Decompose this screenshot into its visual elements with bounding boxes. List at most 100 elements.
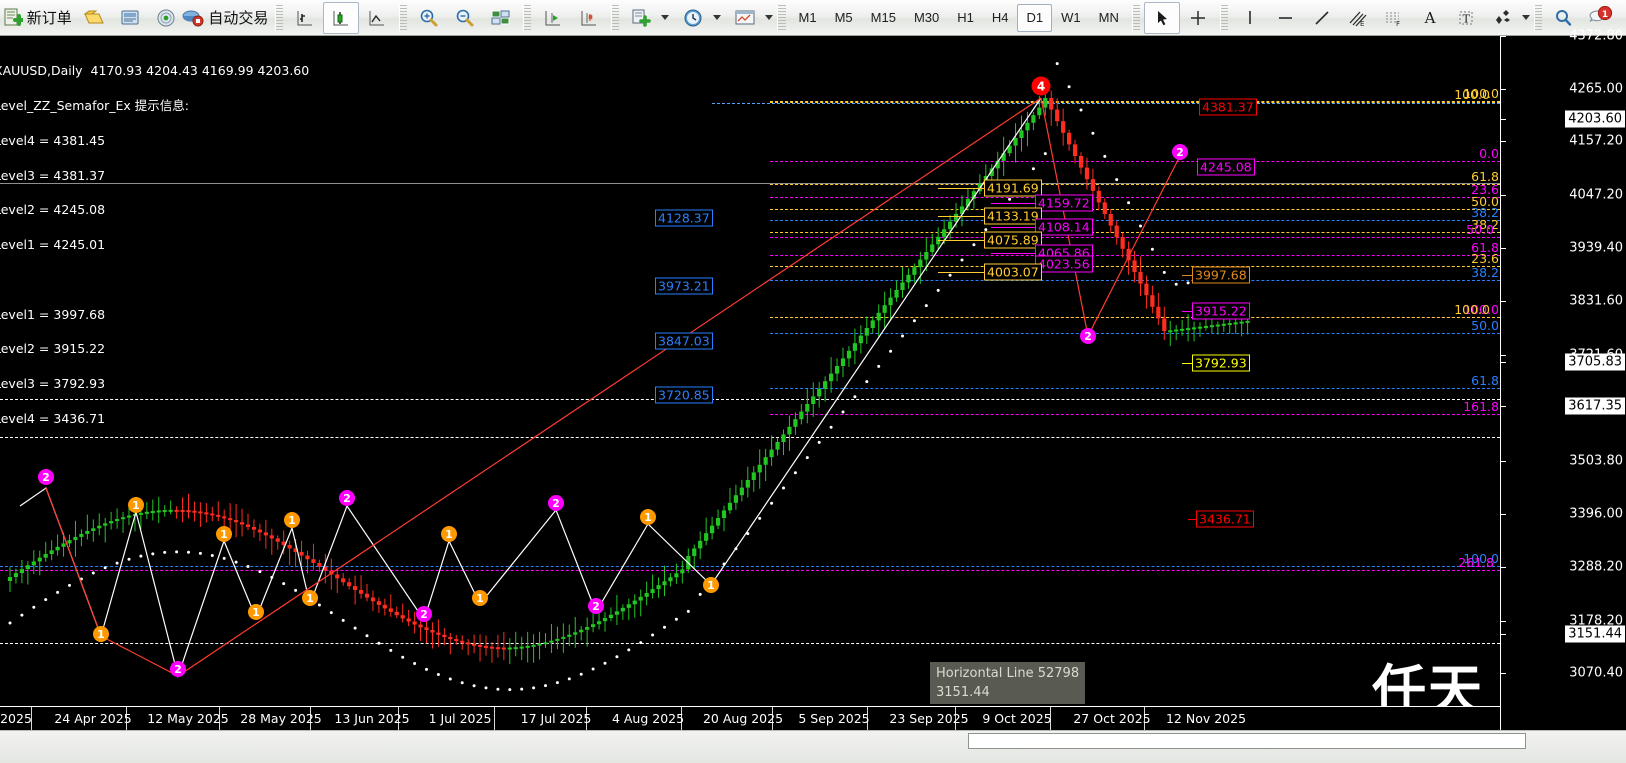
semafor-marker-level-1[interactable]: 1: [128, 497, 144, 513]
arrows-tool-button[interactable]: [1484, 2, 1520, 34]
fibonacci-level-line[interactable]: [770, 317, 1500, 318]
fibonacci-level-line[interactable]: [0, 566, 1500, 567]
vertical-line-tool-button[interactable]: [1232, 2, 1268, 34]
fibonacci-level-line[interactable]: [770, 197, 1500, 198]
timeframe-h1[interactable]: H1: [957, 10, 974, 25]
search-button[interactable]: [1546, 2, 1582, 34]
price-label[interactable]: 4003.07: [984, 263, 1042, 281]
timeframe-w1[interactable]: W1: [1061, 10, 1081, 25]
timeframe-m1[interactable]: M1: [798, 10, 817, 25]
semafor-marker-level-2[interactable]: 2: [38, 469, 54, 485]
price-label[interactable]: 4075.89: [984, 231, 1042, 249]
semafor-marker-level-2[interactable]: 2: [548, 495, 564, 511]
semafor-marker-level-1[interactable]: 1: [640, 509, 656, 525]
fibonacci-level-line[interactable]: [770, 209, 1500, 210]
semafor-marker-level-2[interactable]: 2: [170, 661, 186, 677]
fibonacci-level-line[interactable]: [770, 101, 1500, 102]
timeframe-m30[interactable]: M30: [913, 10, 940, 25]
arrows-dropdown-caret[interactable]: [1521, 15, 1530, 20]
crosshair-tool-button[interactable]: [1180, 2, 1216, 34]
price-label[interactable]: 3847.03: [655, 332, 713, 350]
semafor-marker-level-4[interactable]: 4: [1031, 76, 1051, 96]
price-label[interactable]: 3792.93: [1192, 354, 1250, 372]
timeframe-mn[interactable]: MN: [1098, 10, 1119, 25]
label-tool-button[interactable]: T: [1448, 2, 1484, 34]
fib-line-top[interactable]: [712, 103, 1500, 104]
navigator-button[interactable]: [148, 2, 184, 34]
candlestick-chart-button[interactable]: [323, 1, 360, 34]
templates-dropdown-caret[interactable]: [765, 15, 774, 20]
price-label[interactable]: 3973.21: [655, 277, 713, 295]
cursor-tool-button[interactable]: [1143, 1, 1180, 34]
semafor-marker-level-2[interactable]: 2: [416, 606, 432, 622]
semafor-marker-level-1[interactable]: 1: [93, 626, 109, 642]
price-label[interactable]: 4108.14: [1035, 218, 1093, 236]
expert-advisors-button[interactable]: [76, 2, 112, 34]
auto-scroll-button[interactable]: [571, 2, 607, 34]
semafor-marker-level-2[interactable]: 2: [588, 598, 604, 614]
price-label[interactable]: 4128.37: [655, 209, 713, 227]
semafor-marker-level-1[interactable]: 1: [284, 512, 300, 528]
fibonacci-level-line[interactable]: [770, 220, 1500, 221]
fibonacci-level-line[interactable]: [770, 102, 1500, 103]
templates-button[interactable]: [727, 2, 763, 34]
trendline-tool-button[interactable]: [1304, 2, 1340, 34]
horizontal-line-3617[interactable]: [0, 437, 1500, 438]
price-label[interactable]: 3915.22: [1192, 302, 1250, 320]
timeframe-m15[interactable]: M15: [870, 10, 896, 25]
alerts-button[interactable]: 1: [1582, 2, 1618, 34]
fibonacci-level-line[interactable]: [770, 232, 1500, 233]
fibonacci-level-line[interactable]: [770, 161, 1500, 162]
horizontal-line-tool-button[interactable]: [1268, 2, 1304, 34]
fibonacci-level-line[interactable]: [770, 333, 1500, 334]
horizontal-line-3705[interactable]: [0, 399, 1500, 400]
price-label[interactable]: 4245.08: [1197, 158, 1255, 176]
timeframe-d1[interactable]: D1: [1017, 3, 1053, 32]
price-tick: [1501, 195, 1506, 197]
equidistant-channel-tool-button[interactable]: E: [1340, 2, 1376, 34]
fibonacci-level-line[interactable]: [770, 414, 1500, 415]
semafor-marker-level-1[interactable]: 1: [703, 577, 719, 593]
time-axis[interactable]: 2025 24 Apr 2025 12 May 2025 28 May 2025 13 …: [0, 706, 1500, 731]
horizontal-line-3151[interactable]: [0, 643, 1500, 644]
chart-shift-button[interactable]: [535, 2, 571, 34]
semafor-marker-level-2[interactable]: 2: [1080, 328, 1096, 344]
semafor-marker-level-2[interactable]: 2: [1172, 144, 1188, 160]
semafor-marker-level-2[interactable]: 2: [339, 490, 355, 506]
price-label[interactable]: 3997.68: [1192, 266, 1250, 284]
zoom-in-button[interactable]: [411, 2, 447, 34]
price-label[interactable]: 4159.72: [1035, 194, 1093, 212]
period-dropdown-caret[interactable]: [713, 15, 722, 20]
add-indicator-button[interactable]: [623, 2, 659, 34]
new-order-button[interactable]: 新订单: [0, 2, 76, 34]
fibonacci-level-line[interactable]: [0, 570, 1500, 571]
autotrading-button[interactable]: 自动交易: [182, 2, 272, 34]
fibonacci-level-line[interactable]: [770, 237, 1500, 238]
price-chart[interactable]: XAUUSD,Daily 4170.93 4204.43 4169.99 420…: [0, 36, 1500, 726]
price-label[interactable]: 3720.85: [655, 386, 713, 404]
semafor-marker-level-1[interactable]: 1: [441, 526, 457, 542]
add-indicator-dropdown-caret[interactable]: [661, 15, 670, 20]
bar-chart-button[interactable]: [287, 2, 323, 34]
semafor-marker-level-1[interactable]: 1: [472, 590, 488, 606]
price-label[interactable]: 4191.69: [984, 179, 1042, 197]
timeframe-m5[interactable]: M5: [834, 10, 853, 25]
text-tool-button[interactable]: A: [1412, 2, 1448, 34]
semafor-marker-level-1[interactable]: 1: [248, 604, 264, 620]
price-label[interactable]: 3436.71: [1196, 510, 1254, 528]
line-chart-button[interactable]: [359, 2, 395, 34]
fibonacci-level-line[interactable]: [770, 388, 1500, 389]
timeframe-h4[interactable]: H4: [991, 10, 1009, 25]
price-label[interactable]: 4023.56: [1035, 255, 1093, 273]
fibonacci-level-line[interactable]: [770, 184, 1500, 185]
market-watch-button[interactable]: [112, 2, 148, 34]
price-axis[interactable]: 4372.80 4265.00 4203.60 4157.20 4047.20 3939.…: [1500, 29, 1626, 734]
price-label[interactable]: 4133.19: [984, 207, 1042, 225]
semafor-marker-level-1[interactable]: 1: [216, 526, 232, 542]
zoom-out-button[interactable]: [447, 2, 483, 34]
period-button[interactable]: [675, 2, 711, 34]
fibonacci-tool-button[interactable]: F: [1376, 2, 1412, 34]
tile-windows-button[interactable]: [483, 2, 519, 34]
semafor-marker-level-1[interactable]: 1: [302, 590, 318, 606]
price-label[interactable]: 4381.37: [1199, 98, 1257, 116]
